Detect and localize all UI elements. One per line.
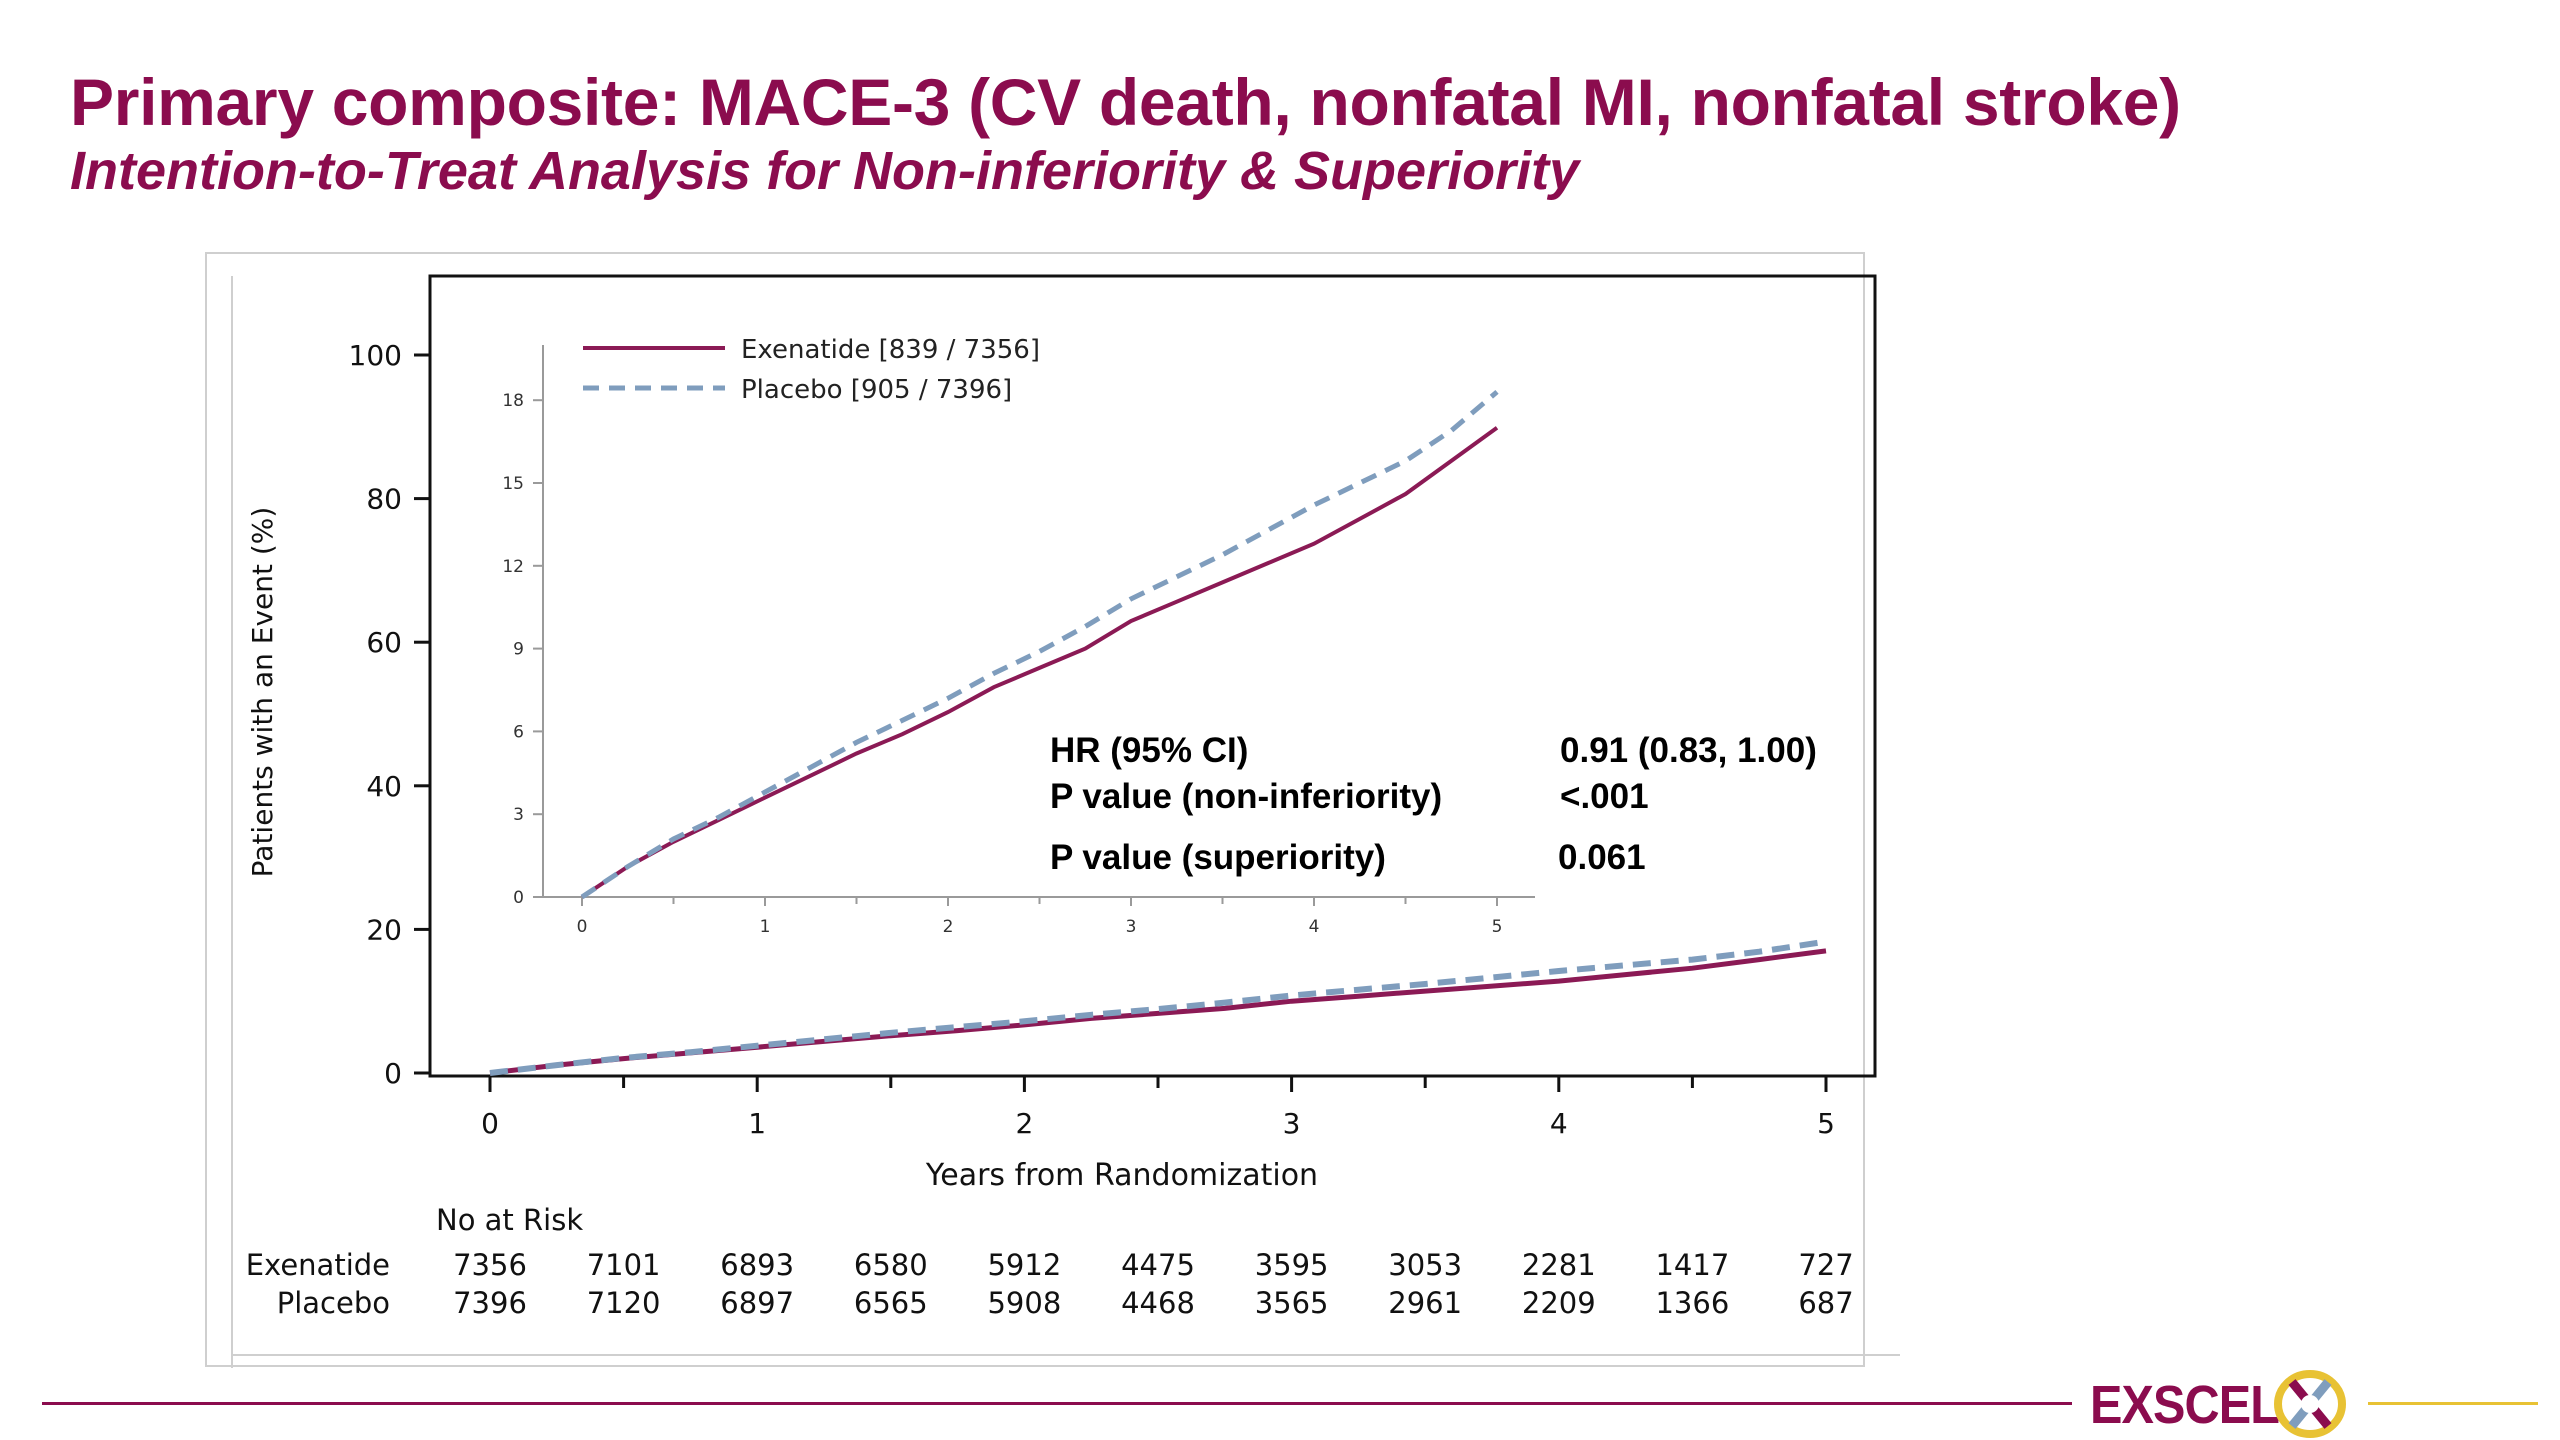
inset-x-tick-label: 2 <box>943 917 954 937</box>
footer-rule-left <box>42 1402 2072 1405</box>
risk-row-label-placebo: Placebo <box>277 1286 390 1320</box>
inset-y-tick-label: 9 <box>513 640 524 660</box>
slide-title: Primary composite: MACE-3 (CV death, non… <box>70 65 2181 139</box>
legend-label-placebo: Placebo [905 / 7396] <box>741 375 1012 405</box>
inset-y-tick-label: 0 <box>513 888 524 908</box>
figure-frame <box>205 252 1865 1367</box>
main-x-tick-label: 1 <box>748 1107 766 1140</box>
risk-cell: 6897 <box>720 1286 794 1320</box>
main-line-exenatide <box>489 948 1827 1076</box>
main-x-tick-label: 4 <box>1550 1107 1568 1140</box>
legend-label-exenatide: Exenatide [839 / 7356] <box>741 335 1040 365</box>
risk-cell: 2961 <box>1388 1286 1462 1320</box>
risk-cell: 1417 <box>1655 1248 1729 1282</box>
exscel-emblem-icon <box>2273 1369 2347 1439</box>
risk-cell: 3053 <box>1388 1248 1462 1282</box>
inset-line-placebo <box>580 389 1499 900</box>
inset-y-ticks: 0 3 6 9 12 15 18 <box>502 391 543 908</box>
risk-cell: 7356 <box>453 1248 527 1282</box>
main-y-tick-label: 40 <box>366 770 402 803</box>
main-x-tick-label: 3 <box>1283 1107 1301 1140</box>
risk-cell: 5912 <box>987 1248 1061 1282</box>
main-x-tick-label: 5 <box>1817 1107 1835 1140</box>
risk-cell: 3565 <box>1255 1286 1329 1320</box>
risk-cell: 7101 <box>587 1248 661 1282</box>
legend: Exenatide [839 / 7356] Placebo [905 / 73… <box>583 335 1040 405</box>
stat-label-superiority: P value (superiority) <box>1050 838 1386 877</box>
footer-rule-right <box>2368 1402 2538 1405</box>
inset-x-tick-label: 1 <box>760 917 771 937</box>
risk-cell: 3595 <box>1255 1248 1329 1282</box>
risk-cell: 727 <box>1798 1248 1853 1282</box>
risk-cell: 4468 <box>1121 1286 1195 1320</box>
risk-cell: 7396 <box>453 1286 527 1320</box>
inset-y-tick-label: 6 <box>513 722 524 742</box>
stat-value-hr: 0.91 (0.83, 1.00) <box>1560 731 1817 770</box>
main-y-tick-label: 20 <box>366 913 402 946</box>
stat-value-noninferiority: <.001 <box>1560 777 1649 816</box>
inset-y-tick-label: 18 <box>502 391 524 411</box>
risk-cell: 4475 <box>1121 1248 1195 1282</box>
risk-cell: 2281 <box>1522 1248 1596 1282</box>
inset-line-exenatide <box>580 426 1499 899</box>
risk-row-label-exenatide: Exenatide <box>246 1248 390 1282</box>
inset-x-tick-label: 5 <box>1492 917 1503 937</box>
x-axis-label: Years from Randomization <box>925 1158 1318 1193</box>
slide-subtitle: Intention-to-Treat Analysis for Non-infe… <box>70 141 1580 201</box>
risk-cells: 7356 7101 6893 6580 5912 4475 3595 3053 2281 1417… <box>453 1248 1854 1320</box>
main-y-tick-label: 0 <box>384 1057 402 1090</box>
main-y-tick-label: 100 <box>349 339 402 372</box>
main-y-tick-label: 80 <box>366 483 402 516</box>
main-y-tick-label: 60 <box>366 626 402 659</box>
risk-cell: 687 <box>1798 1286 1853 1320</box>
inset-y-tick-label: 12 <box>502 557 524 577</box>
risk-cell: 1366 <box>1655 1286 1729 1320</box>
main-line-placebo <box>489 938 1827 1076</box>
inset-x-ticks: 0 1 2 3 4 5 <box>577 897 1503 937</box>
inset-y-tick-label: 3 <box>513 805 524 825</box>
inset-x-tick-label: 4 <box>1309 917 1320 937</box>
brand-name: EXSCEL <box>2090 1375 2280 1435</box>
risk-cell: 7120 <box>587 1286 661 1320</box>
risk-cell: 6580 <box>854 1248 928 1282</box>
stat-label-noninferiority: P value (non-inferiority) <box>1050 777 1442 816</box>
stat-label-hr: HR (95% CI) <box>1050 731 1248 770</box>
inset-y-tick-label: 15 <box>502 474 524 494</box>
y-axis-label: Patients with an Event (%) <box>246 507 279 878</box>
risk-cell: 6893 <box>720 1248 794 1282</box>
main-x-tick-label: 0 <box>481 1107 499 1140</box>
stats-block: HR (95% CI) 0.91 (0.83, 1.00) P value (n… <box>1050 731 1817 877</box>
inset-x-tick-label: 0 <box>577 917 588 937</box>
risk-table-title: No at Risk <box>436 1203 583 1237</box>
main-x-tick-label: 2 <box>1015 1107 1033 1140</box>
main-plot-frame <box>428 274 1877 1078</box>
main-y-ticks: 0 20 40 60 80 100 <box>349 339 430 1090</box>
risk-cell: 2209 <box>1522 1286 1596 1320</box>
stat-value-superiority: 0.061 <box>1558 838 1646 877</box>
risk-cell: 5908 <box>987 1286 1061 1320</box>
risk-cell: 6565 <box>854 1286 928 1320</box>
risk-table: No at Risk Exenatide Placebo 7356 7101 689… <box>246 1203 1854 1320</box>
main-x-ticks: 0 1 2 3 4 5 <box>481 1076 1835 1140</box>
brand-logo: EXSCEL <box>2090 1368 2370 1440</box>
inset-x-tick-label: 3 <box>1126 917 1137 937</box>
